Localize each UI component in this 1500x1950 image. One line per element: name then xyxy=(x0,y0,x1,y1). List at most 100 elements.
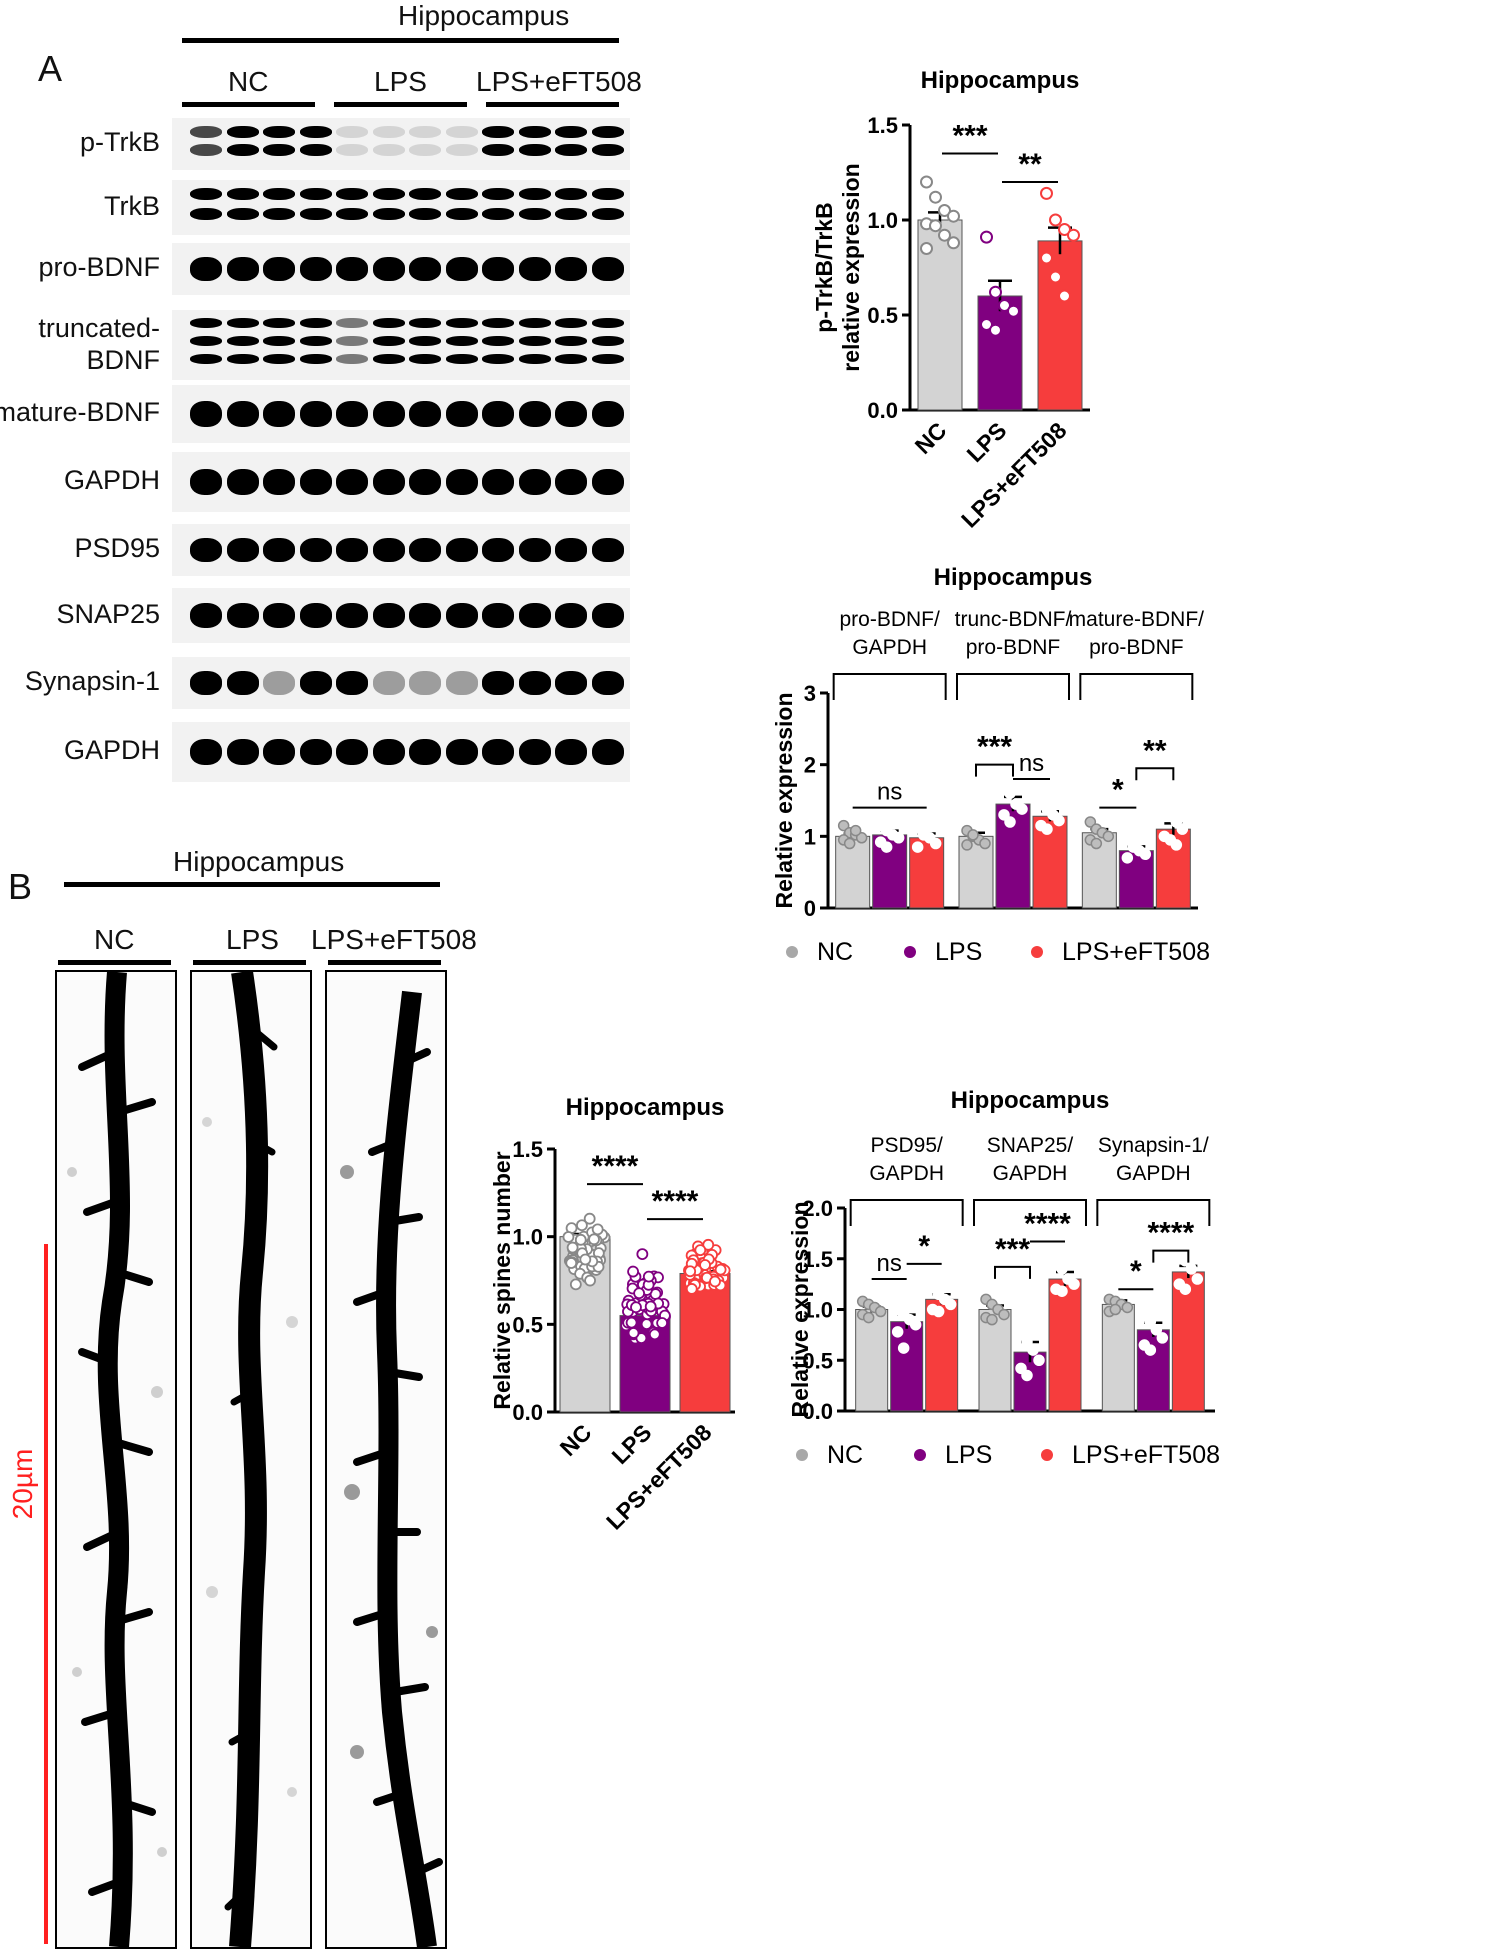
bar-nc xyxy=(978,1309,1012,1412)
data-point xyxy=(1144,1344,1157,1356)
dendrite-lps-eft508 xyxy=(340,990,443,1947)
blot-band xyxy=(409,739,441,765)
blot-band xyxy=(591,188,624,200)
blot-band xyxy=(591,739,624,765)
blot-row-label: SNAP25 xyxy=(56,598,160,629)
data-point xyxy=(1067,228,1080,242)
data-point xyxy=(998,809,1010,821)
blot-row-label: pro-BDNF xyxy=(38,252,160,282)
data-point xyxy=(862,1311,875,1324)
micrograph-lps xyxy=(190,970,312,1949)
blot-band xyxy=(482,336,514,346)
blot-band xyxy=(591,207,624,220)
chart-title: Hippocampus xyxy=(934,564,1093,591)
bar-lps-eft508 xyxy=(925,1298,959,1412)
data-point xyxy=(1138,1308,1151,1321)
legend-marker xyxy=(914,1449,926,1461)
data-point xyxy=(998,1308,1010,1321)
x-tick-label: NC xyxy=(910,417,952,459)
blot-band xyxy=(445,336,478,346)
blot-band xyxy=(482,538,514,562)
blot-band xyxy=(263,144,295,156)
micrograph-lps-eft508 xyxy=(325,970,447,1949)
data-point xyxy=(1004,787,1016,800)
data-point xyxy=(642,1270,655,1283)
blot-band xyxy=(591,603,624,628)
blot-band xyxy=(372,188,405,200)
blot-band xyxy=(482,144,514,156)
data-point xyxy=(1021,1369,1033,1382)
blot-band xyxy=(299,336,332,346)
group-bracket xyxy=(973,1199,1087,1226)
y-tick-label: 1.5 xyxy=(802,1247,833,1272)
blot-band xyxy=(226,739,259,765)
data-point xyxy=(967,829,979,841)
blot-band xyxy=(518,671,551,695)
group-underline-nc xyxy=(182,102,315,107)
dendrite-lps xyxy=(202,972,298,1947)
legend-label: NC xyxy=(817,938,853,966)
data-point xyxy=(1176,823,1189,835)
data-point xyxy=(1049,213,1062,227)
group-title-line: mature-BDNF/ xyxy=(1069,608,1205,631)
significance-label: ns xyxy=(876,1250,901,1277)
data-point xyxy=(947,236,960,250)
data-point xyxy=(574,1233,587,1246)
bar-lps-eft508 xyxy=(679,1272,731,1413)
blot-band xyxy=(190,739,222,765)
data-point xyxy=(1016,803,1028,815)
data-point xyxy=(1021,1336,1033,1348)
blot-band xyxy=(591,336,624,346)
blot-band xyxy=(409,126,441,138)
blot-band xyxy=(299,354,332,364)
blot-band xyxy=(226,469,259,495)
data-point xyxy=(702,1238,715,1251)
bar-nc xyxy=(855,1309,889,1412)
data-point xyxy=(565,1257,578,1269)
y-tick-label: 0.5 xyxy=(867,303,898,328)
blot-band xyxy=(409,207,441,220)
significance-label: ns xyxy=(877,779,902,806)
blot-row-label: p-TrkB xyxy=(80,127,160,157)
blot-band xyxy=(263,401,295,427)
data-point xyxy=(694,1244,707,1257)
group-title-line: Synapsin-1/ xyxy=(1098,1134,1209,1157)
chart-title: Hippocampus xyxy=(951,1087,1110,1114)
blot-band xyxy=(445,207,478,220)
blot-band xyxy=(482,207,514,220)
data-point xyxy=(837,819,850,832)
blot-row-label: truncated- BDNF xyxy=(38,312,160,376)
y-tick-label: 1.0 xyxy=(512,1225,543,1250)
blot-band xyxy=(445,538,478,562)
legend-label: LPS xyxy=(935,938,982,966)
blot-band xyxy=(336,126,368,138)
blot-band xyxy=(445,671,478,695)
data-point xyxy=(1158,794,1171,807)
data-point xyxy=(1150,1324,1163,1336)
chart-ptrkb: Hippocampus 0.0 0.5 1.0 1.5 p-TrkB/TrkB relati… xyxy=(811,67,1090,530)
blot-band xyxy=(409,469,441,495)
data-point xyxy=(989,285,1002,299)
blot-band xyxy=(591,318,624,328)
blot-band xyxy=(299,207,332,220)
blot-band xyxy=(226,318,259,328)
group-title-line: GAPDH xyxy=(1116,1162,1191,1185)
blot-band xyxy=(518,739,551,765)
group-title-line: pro-BDNF xyxy=(1089,636,1184,659)
blot-band xyxy=(409,318,441,328)
data-point xyxy=(1185,1263,1198,1275)
data-point xyxy=(1056,1263,1068,1275)
blot-band xyxy=(555,207,587,220)
data-point xyxy=(1015,1313,1027,1326)
blot-band xyxy=(518,354,551,364)
blot-band xyxy=(409,144,441,156)
blot-band xyxy=(482,603,514,628)
blot-band xyxy=(190,144,222,156)
blot-band xyxy=(555,126,587,138)
data-point xyxy=(1049,270,1062,284)
x-tick-label: LPS+eFT508 xyxy=(956,417,1072,530)
blot-band xyxy=(190,603,222,628)
y-tick-label: 1.0 xyxy=(802,1298,833,1323)
data-point xyxy=(892,832,905,844)
data-point xyxy=(938,228,951,242)
